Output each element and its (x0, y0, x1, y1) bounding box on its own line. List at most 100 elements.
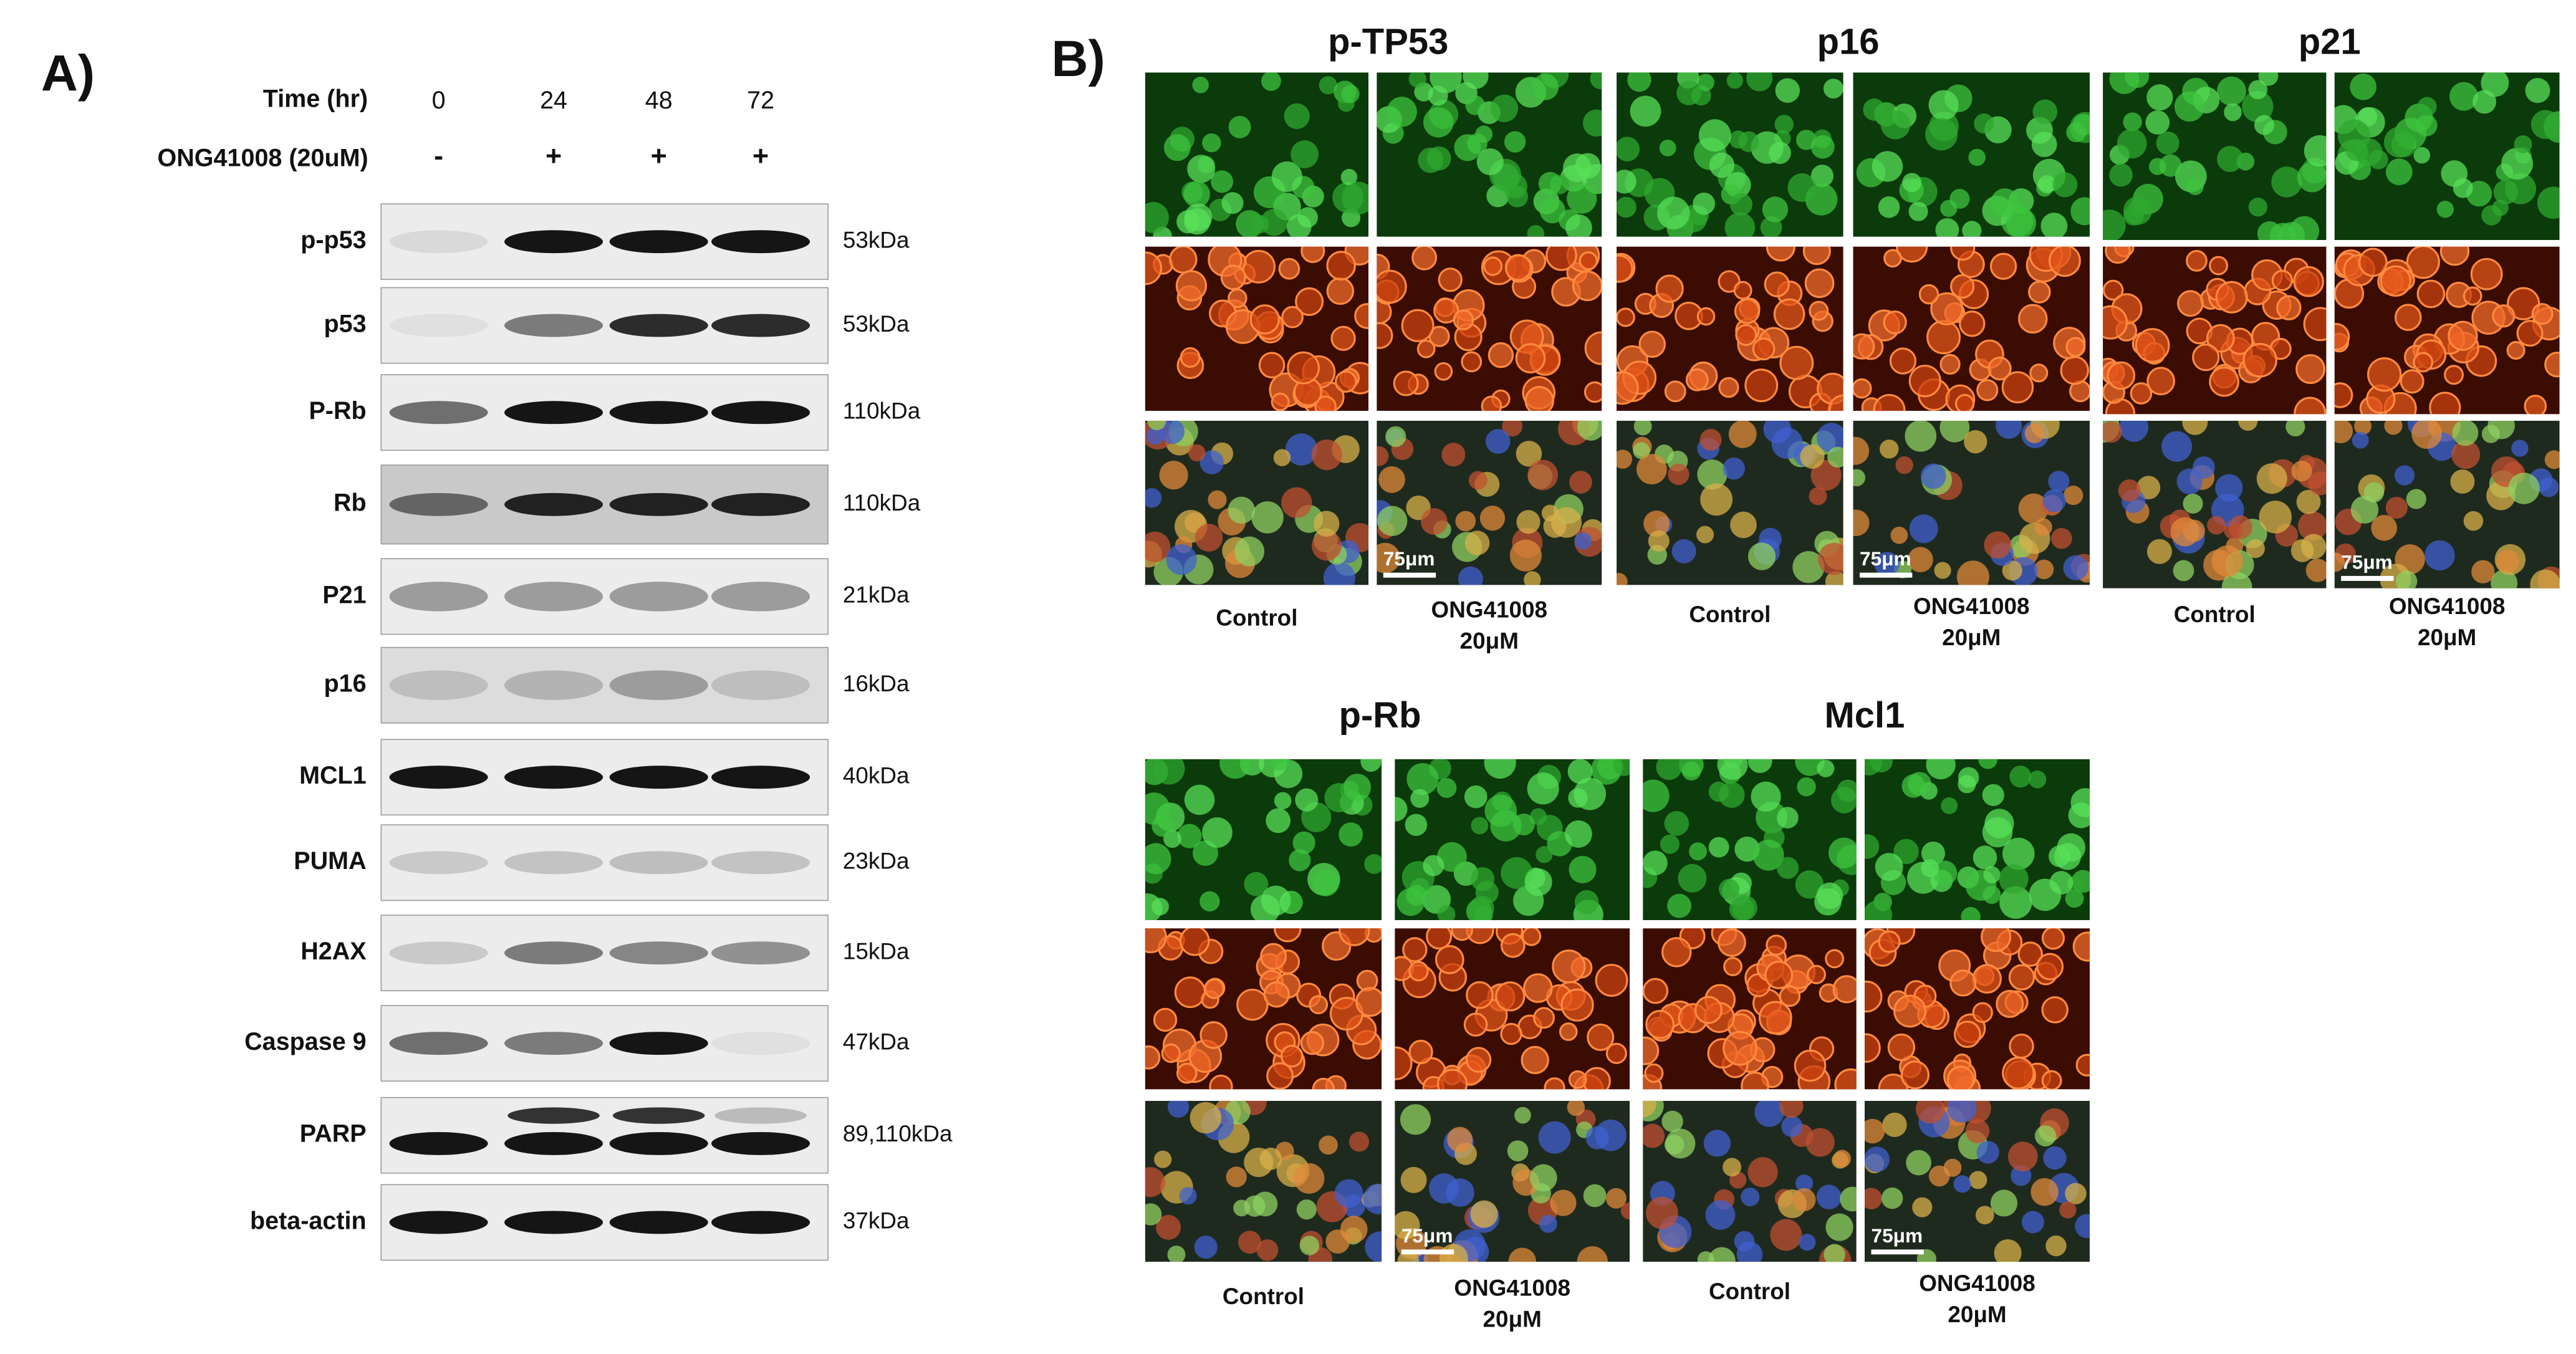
cell (2008, 964, 2035, 991)
cell (1912, 1197, 1933, 1217)
cell (2470, 257, 2503, 290)
cell (1539, 1214, 1557, 1233)
blot-band (711, 941, 810, 965)
cell (1410, 789, 1430, 808)
cell (1810, 135, 1835, 159)
cell (1617, 196, 1636, 218)
cell (1648, 530, 1670, 552)
blot-band (609, 401, 708, 425)
cell (1569, 855, 1597, 883)
size-label: 89,110kDa (843, 1121, 953, 1146)
cell (1747, 1157, 1778, 1188)
micrograph (2103, 72, 2327, 241)
cell (1506, 186, 1528, 208)
cell (1532, 74, 1559, 100)
cell (2036, 953, 2064, 981)
cell (1536, 846, 1553, 863)
cell (1429, 1173, 1459, 1204)
micrograph (2334, 420, 2560, 588)
cell (2293, 266, 2324, 297)
cell (1802, 246, 1831, 266)
cell (2109, 163, 2133, 187)
cell (1864, 1033, 1881, 1063)
cell (2075, 1214, 2090, 1239)
cell (1617, 254, 1633, 283)
cell (2186, 250, 2208, 272)
cell (1747, 759, 1772, 774)
cell (1627, 72, 1651, 92)
blot-band (389, 492, 488, 516)
cell (2505, 173, 2537, 204)
cell (1809, 487, 1827, 506)
cell (2018, 493, 2049, 524)
cell (1408, 1039, 1433, 1065)
blot-band (504, 1131, 603, 1155)
cell (1779, 1100, 1804, 1118)
cell (2001, 371, 2034, 404)
cell (2048, 471, 2070, 492)
cell (1833, 1150, 1851, 1168)
micrograph (1145, 246, 1369, 411)
cell (2291, 461, 2312, 482)
cell (1289, 849, 1311, 871)
cell (1978, 759, 1998, 769)
cell (1996, 989, 2024, 1018)
micrograph (1617, 246, 1843, 411)
cell (1551, 507, 1582, 538)
cell (1343, 774, 1372, 801)
cell (1220, 264, 1246, 290)
cell (2525, 78, 2550, 103)
cell (1259, 1147, 1282, 1170)
blot-band (609, 1032, 708, 1055)
cell (2385, 496, 2408, 519)
cell (2146, 84, 2173, 111)
cell (1883, 249, 1902, 268)
cell (1249, 304, 1280, 335)
cell (1538, 171, 1562, 195)
cell (1377, 506, 1408, 536)
micrograph (1643, 928, 1857, 1090)
size-label: 16kDa (843, 671, 910, 696)
cell (1770, 1219, 1802, 1251)
cell (1221, 192, 1244, 214)
cell (1560, 988, 1594, 1022)
cell (1972, 964, 2002, 994)
cell (1572, 271, 1602, 301)
cell (1918, 284, 1939, 305)
cell (2170, 517, 2200, 547)
cell (1405, 814, 1428, 836)
cell (1400, 1104, 1431, 1135)
cell (2118, 479, 2141, 502)
cell (2358, 247, 2388, 277)
cell (1824, 1244, 1845, 1262)
cell (1426, 146, 1451, 171)
scale-bar-label: 75μm (1383, 547, 1435, 570)
cell (2481, 425, 2501, 443)
cell (1718, 782, 1745, 808)
cell (2506, 341, 2526, 360)
cell (1516, 441, 1542, 467)
cell (1853, 469, 1866, 487)
cell (1605, 1188, 1627, 1209)
cell (1939, 353, 1961, 375)
cell (1145, 1203, 1162, 1226)
cell (1295, 287, 1324, 316)
cell (1646, 1196, 1678, 1229)
cell (1771, 428, 1803, 459)
treatment-value: + (752, 140, 769, 171)
cell (1568, 1070, 1587, 1089)
cell (1458, 566, 1483, 585)
blot-band (504, 851, 603, 875)
cell (2031, 1178, 2059, 1206)
cell (2352, 431, 2369, 449)
blot-band (711, 582, 810, 612)
blot-band (504, 492, 603, 516)
cell (1968, 148, 1986, 166)
cell (1643, 977, 1669, 1004)
cell (2041, 1070, 2062, 1090)
cell (1274, 928, 1302, 943)
micrograph (1864, 759, 2090, 921)
cell (1667, 893, 1691, 918)
cell (1719, 878, 1740, 900)
